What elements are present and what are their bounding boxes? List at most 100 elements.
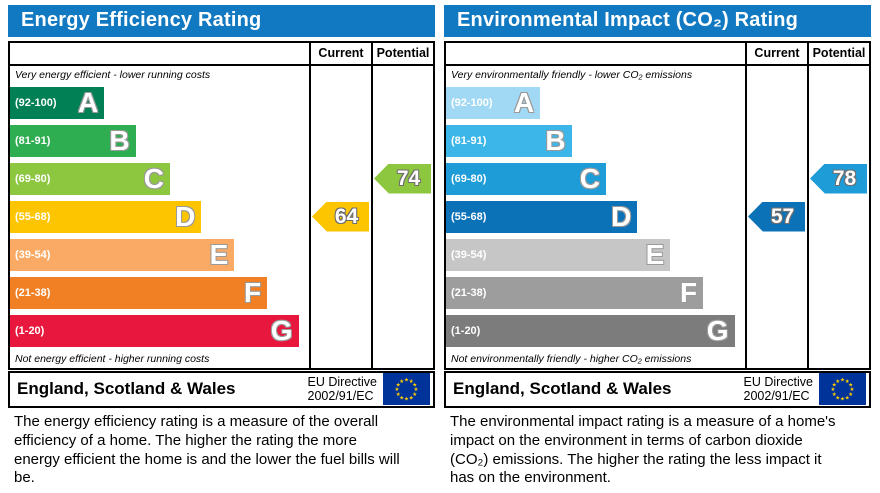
band-bar-e: (39-54) E <box>446 238 671 271</box>
current-value-column: 64 <box>309 65 371 368</box>
svg-text:★: ★ <box>840 397 845 403</box>
environmental-impact-panel: Environmental Impact (CO₂) Rating Curren… <box>444 5 871 488</box>
eu-flag-icon: ★ ★★ ★★★ ★★★ ★★★ <box>819 373 866 406</box>
band-chart-area: Very environmentally friendly - lower CO… <box>446 66 745 368</box>
band-range-label: (69-80) <box>15 172 51 185</box>
band-row-a: (92-100) A <box>10 84 309 122</box>
energy-efficiency-title: Energy Efficiency Rating <box>8 5 435 37</box>
band-letter: C <box>143 162 164 194</box>
band-row-d: (55-68) D <box>446 198 745 236</box>
svg-text:★: ★ <box>831 387 836 393</box>
header-spacer-cell <box>446 43 745 64</box>
band-range-label: (81-91) <box>451 134 487 147</box>
svg-text:★: ★ <box>832 383 837 389</box>
jurisdiction-footer: England, Scotland & Wales EU Directive 2… <box>8 370 435 408</box>
band-bar-e: (39-54) E <box>10 238 235 271</box>
current-column-header: Current <box>309 42 371 64</box>
band-letter: E <box>645 238 665 270</box>
svg-text:★: ★ <box>409 396 414 402</box>
band-row-f: (21-38) F <box>10 274 309 312</box>
svg-text:★: ★ <box>404 378 409 384</box>
band-rows: (92-100) A (81-91) B (69 <box>446 84 745 350</box>
band-bar-b: (81-91) B <box>446 124 572 157</box>
current-value-column: 57 <box>745 65 807 368</box>
band-bar-d: (55-68) D <box>10 200 202 233</box>
band-letter: G <box>270 314 293 346</box>
svg-text:★: ★ <box>396 392 401 398</box>
band-range-label: (69-80) <box>451 172 487 185</box>
band-letter: D <box>175 200 196 232</box>
band-bar-f: (21-38) F <box>446 276 704 309</box>
band-rows: (92-100) A (81-91) B (69 <box>10 84 309 350</box>
band-bar-d: (55-68) D <box>446 200 638 233</box>
svg-text:★: ★ <box>404 397 409 403</box>
potential-column-header: Potential <box>371 42 433 64</box>
region-label: England, Scotland & Wales <box>453 379 672 399</box>
region-label: England, Scotland & Wales <box>17 379 236 399</box>
energy-efficiency-table: Current Potential Very energy efficient … <box>8 40 435 370</box>
current-column-header: Current <box>745 42 807 64</box>
current-rating-value: 64 <box>334 204 359 228</box>
environmental-impact-title: Environmental Impact (CO₂) Rating <box>444 5 871 37</box>
band-letter: C <box>579 162 600 194</box>
band-letter: D <box>611 200 632 232</box>
svg-text:★: ★ <box>848 383 853 389</box>
svg-text:★: ★ <box>832 392 837 398</box>
svg-text:★: ★ <box>835 379 840 385</box>
band-bar-f: (21-38) F <box>10 276 268 309</box>
band-bar-c: (69-80) C <box>10 162 170 195</box>
svg-text:★: ★ <box>412 383 417 389</box>
bottom-note: Not energy efficient - higher running co… <box>15 352 210 365</box>
band-row-d: (55-68) D <box>10 198 309 236</box>
band-row-g: (1-20) G <box>10 312 309 350</box>
band-bar-g: (1-20) G <box>446 314 735 347</box>
potential-rating-value: 78 <box>832 166 857 190</box>
svg-text:★: ★ <box>850 387 855 393</box>
band-letter: A <box>77 86 99 118</box>
table-header-row: Current Potential <box>446 42 869 66</box>
band-row-e: (39-54) E <box>446 236 745 274</box>
band-row-g: (1-20) G <box>446 312 745 350</box>
svg-text:★: ★ <box>845 379 850 385</box>
band-letter: B <box>545 124 566 156</box>
band-letter: G <box>706 314 729 346</box>
potential-value-column: 78 <box>807 65 869 368</box>
potential-value-column: 74 <box>371 65 433 368</box>
potential-rating-arrow: 74 <box>374 163 431 194</box>
band-bar-b: (81-91) B <box>10 124 136 157</box>
band-letter: A <box>513 86 535 118</box>
band-bar-a: (92-100) A <box>446 86 541 119</box>
environmental-impact-table: Current Potential Very environmentally f… <box>444 40 871 370</box>
band-range-label: (21-38) <box>451 286 487 299</box>
band-range-label: (92-100) <box>15 96 57 109</box>
energy-efficiency-panel: Energy Efficiency Rating Current Potenti… <box>8 5 435 488</box>
eu-flag-icon: ★ ★★ ★★★ ★★★ ★★★ <box>383 373 430 406</box>
svg-text:★: ★ <box>414 387 419 393</box>
svg-text:★: ★ <box>399 379 404 385</box>
bottom-note: Not environmentally friendly - higher CO… <box>451 352 692 365</box>
svg-text:★: ★ <box>845 396 850 402</box>
current-rating-arrow: 57 <box>748 201 805 232</box>
band-letter: F <box>244 276 262 308</box>
band-row-e: (39-54) E <box>10 236 309 274</box>
svg-text:★: ★ <box>840 378 845 384</box>
band-letter: F <box>680 276 698 308</box>
band-row-c: (69-80) C <box>446 160 745 198</box>
table-body: Very energy efficient - lower running co… <box>10 65 433 368</box>
svg-text:★: ★ <box>399 396 404 402</box>
potential-column-header: Potential <box>807 42 869 64</box>
band-range-label: (55-68) <box>451 210 487 223</box>
band-letter: B <box>109 124 130 156</box>
band-bar-a: (92-100) A <box>10 86 105 119</box>
band-range-label: (55-68) <box>15 210 51 223</box>
potential-rating-arrow: 78 <box>810 163 867 194</box>
band-row-b: (81-91) B <box>446 122 745 160</box>
band-chart-area: Very energy efficient - lower running co… <box>10 66 309 368</box>
eu-directive-label: EU Directive 2002/91/EC <box>307 374 377 404</box>
table-header-row: Current Potential <box>10 42 433 66</box>
band-range-label: (81-91) <box>15 134 51 147</box>
svg-text:★: ★ <box>848 392 853 398</box>
band-bar-c: (69-80) C <box>446 162 606 195</box>
svg-text:★: ★ <box>835 396 840 402</box>
eu-directive-label: EU Directive 2002/91/EC <box>743 374 813 404</box>
